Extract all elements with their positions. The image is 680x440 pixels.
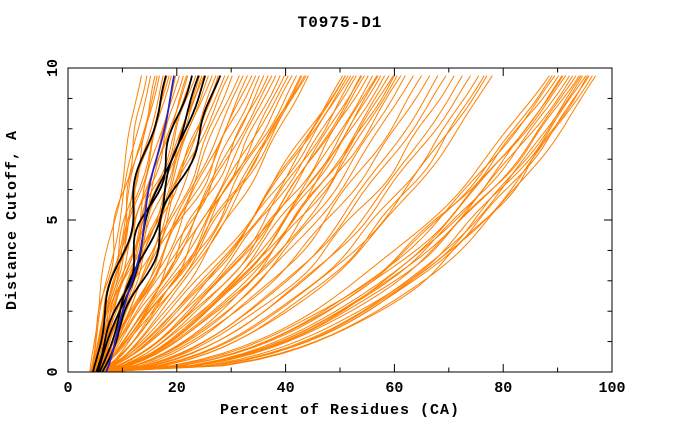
model-curve [93, 75, 344, 373]
model-curve [91, 75, 184, 373]
model-curve [91, 75, 273, 373]
model-curve [97, 75, 406, 373]
x-tick-label: 40 [277, 380, 295, 397]
model-curve [94, 75, 205, 373]
model-curve [96, 75, 346, 373]
model-curve [92, 75, 560, 373]
x-tick-label: 20 [168, 380, 186, 397]
model-curve [99, 75, 398, 373]
y-tick-label: 10 [45, 59, 62, 77]
model-curve [90, 75, 148, 373]
model-curve [92, 75, 394, 373]
model-curve [95, 75, 414, 373]
model-curve [94, 75, 550, 373]
model-curve [94, 75, 480, 373]
curves-black-models [92, 75, 222, 373]
model-curve [95, 75, 158, 373]
model-curve [95, 75, 472, 373]
model-curve [95, 75, 597, 373]
model-curve [96, 75, 493, 373]
model-curve [95, 75, 402, 373]
model-curve [94, 75, 455, 373]
model-curve [100, 75, 233, 373]
model-curve [92, 75, 293, 373]
model-curve [99, 75, 362, 373]
model-curve [96, 75, 395, 373]
model-curve [97, 75, 297, 373]
x-tick-label: 0 [63, 380, 72, 397]
model-curve [93, 75, 346, 373]
x-tick-label: 100 [598, 380, 625, 397]
model-curve [98, 75, 379, 373]
curves-blue-model [105, 75, 175, 373]
model-curve [101, 75, 222, 373]
model-curve [93, 75, 363, 373]
axes-layer: 0 20 40 60 80 100 0 5 10 [45, 59, 626, 397]
y-tick-label: 0 [45, 367, 62, 376]
x-tick-label: 80 [494, 380, 512, 397]
model-curve [98, 75, 374, 373]
model-curve [102, 75, 285, 373]
model-curve [92, 75, 167, 373]
model-curve [94, 75, 564, 373]
model-curve [95, 75, 485, 373]
model-curve [99, 75, 260, 373]
model-curve [100, 75, 309, 373]
model-curve [93, 75, 431, 373]
y-tick-label: 5 [45, 215, 62, 224]
model-curve [92, 75, 357, 373]
y-axis-label: Distance Cutoff, A [4, 130, 21, 310]
model-curve [93, 75, 244, 373]
model-curve [94, 75, 307, 373]
model-curve [98, 75, 302, 373]
model-curve [98, 75, 488, 373]
x-axis-label: Percent of Residues (CA) [220, 402, 460, 419]
model-curve [95, 75, 567, 373]
model-curve [92, 75, 253, 373]
chart-title: T0975-D1 [298, 14, 383, 32]
model-curve [95, 75, 193, 373]
model-curve [94, 75, 580, 373]
model-curve [96, 75, 556, 373]
model-curve [97, 75, 588, 373]
model-curve [92, 75, 152, 373]
model-curve [95, 75, 553, 373]
model-curve [94, 75, 269, 373]
model-curve [98, 75, 593, 373]
curves-orange-models [89, 75, 597, 373]
model-curve [96, 75, 221, 373]
model-curve [93, 75, 257, 373]
model-curve [97, 75, 582, 373]
model-curve [96, 75, 587, 373]
model-curve [96, 75, 378, 373]
model-curve [105, 75, 175, 373]
model-curve [94, 75, 160, 373]
model-curve [96, 75, 447, 373]
model-curves-layer [89, 75, 597, 373]
model-curve [97, 75, 355, 373]
model-curve [99, 75, 584, 373]
x-tick-label: 60 [385, 380, 403, 397]
